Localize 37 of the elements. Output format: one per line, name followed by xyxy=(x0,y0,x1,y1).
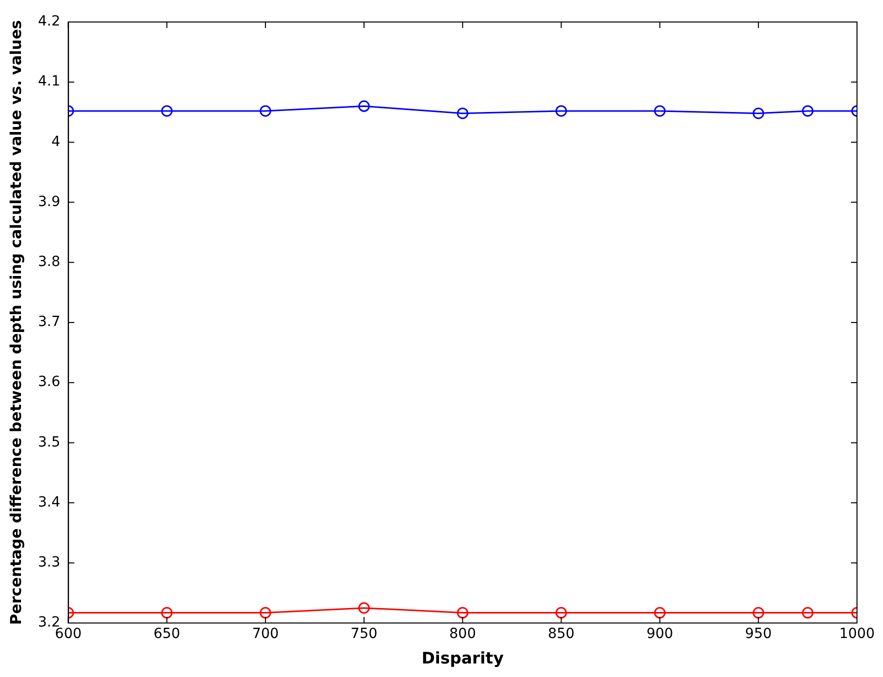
x-tick-label: 950 xyxy=(745,626,772,642)
point xyxy=(161,105,173,117)
point xyxy=(555,607,567,619)
y-tick-label: 4 xyxy=(51,134,60,150)
point xyxy=(802,607,814,619)
point xyxy=(456,108,468,120)
point xyxy=(358,602,370,614)
y-tick-label: 3.3 xyxy=(38,554,60,571)
x-tick-label: 650 xyxy=(153,626,180,642)
y-axis-title: Percentage difference between depth using calculated value vs. values xyxy=(6,20,25,625)
point xyxy=(802,105,814,117)
point xyxy=(654,105,666,117)
y-tick-label: 3.5 xyxy=(38,434,60,450)
point xyxy=(260,105,272,117)
x-tick-label: 1000 xyxy=(839,626,875,642)
x-tick-label: 750 xyxy=(350,626,378,642)
y-tick-label: 3.4 xyxy=(38,494,60,510)
x-axis-title: Disparity xyxy=(422,648,504,668)
x-tick-label: 800 xyxy=(449,626,476,642)
y-tick-label: 3.9 xyxy=(38,194,60,210)
point xyxy=(358,100,370,112)
y-tick-label: 4.2 xyxy=(38,14,60,30)
point xyxy=(654,607,666,619)
point xyxy=(752,108,764,120)
x-tick-label: 850 xyxy=(548,626,575,642)
point xyxy=(456,607,468,619)
y-tick-label: 3.6 xyxy=(38,374,60,390)
x-tick-label: 700 xyxy=(252,626,279,642)
x-tick-label: 600 xyxy=(54,626,82,642)
y-tick-label: 4.1 xyxy=(38,74,60,90)
y-tick-label: 3.8 xyxy=(38,254,60,270)
y-tick-label: 3.7 xyxy=(38,314,60,330)
point xyxy=(161,607,173,619)
point xyxy=(752,607,764,619)
x-tick-label: 900 xyxy=(646,626,674,642)
point xyxy=(260,607,272,619)
point xyxy=(555,105,567,117)
